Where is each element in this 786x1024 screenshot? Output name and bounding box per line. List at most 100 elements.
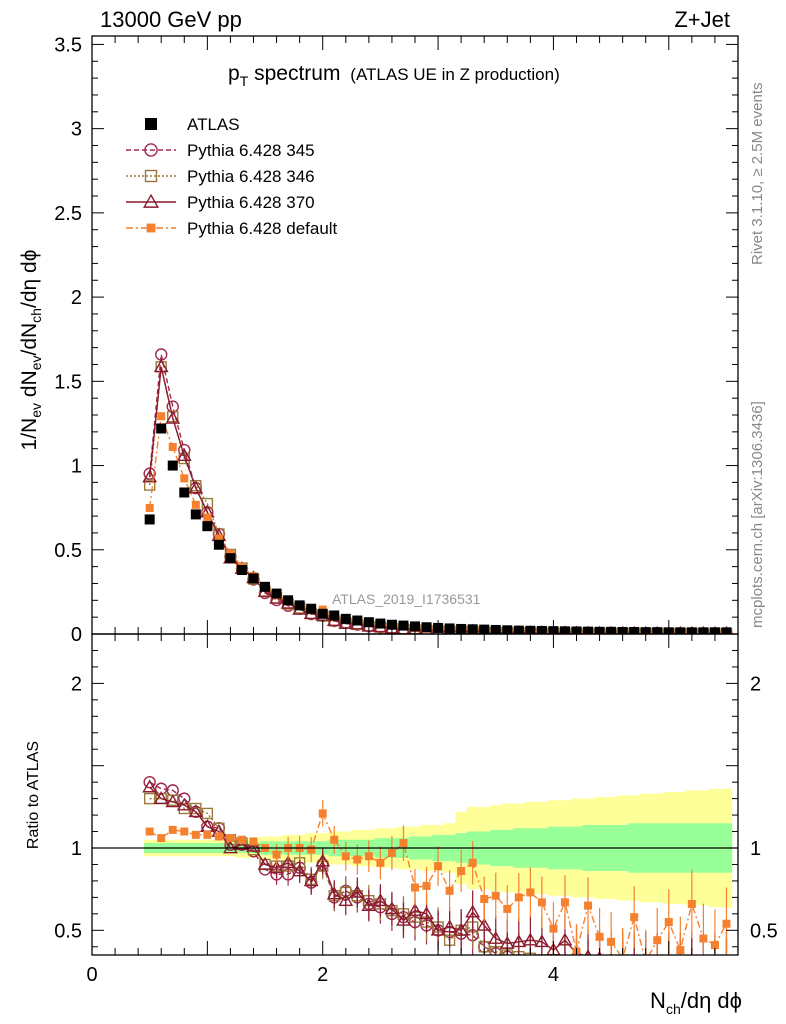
series-ratio-point bbox=[583, 962, 593, 972]
legend-label: Pythia 6.428 370 bbox=[187, 193, 315, 212]
title-rest: spectrum bbox=[248, 62, 340, 85]
series-ratio-point bbox=[653, 936, 662, 945]
series-ratio-point bbox=[607, 937, 616, 946]
y-tick-label: 2 bbox=[71, 287, 82, 309]
series-ratio-point bbox=[618, 965, 628, 975]
series-point bbox=[145, 503, 154, 512]
ratio-y-tick-label: 0.5 bbox=[54, 920, 82, 942]
atlas-point bbox=[513, 625, 524, 634]
series-ratio-point bbox=[687, 968, 697, 978]
series-ratio-point bbox=[721, 969, 732, 980]
atlas-point bbox=[248, 573, 259, 584]
atlas-point bbox=[398, 620, 409, 631]
series-ratio-point bbox=[617, 964, 628, 975]
series-ratio-point bbox=[476, 917, 492, 931]
atlas-point bbox=[536, 625, 547, 634]
series-ratio-point bbox=[445, 886, 454, 895]
series-ratio-point bbox=[536, 958, 547, 969]
series-ratio-point bbox=[606, 964, 617, 975]
series-ratio-point bbox=[534, 934, 550, 948]
ratio-y-tick-label-right: 2 bbox=[750, 673, 761, 695]
series-point bbox=[143, 479, 156, 491]
series-ratio-point bbox=[269, 860, 284, 874]
series-ratio-point bbox=[491, 891, 500, 900]
y-tick-label: 1 bbox=[71, 456, 82, 478]
series-ratio-point bbox=[430, 922, 446, 936]
series-point bbox=[176, 448, 192, 462]
atlas-point bbox=[144, 514, 155, 525]
series-ratio-point bbox=[537, 898, 546, 907]
series-ratio-point bbox=[457, 867, 466, 876]
series-ratio-point bbox=[674, 960, 686, 971]
atlas-point bbox=[652, 627, 663, 634]
ratio-panel: 0.5 0.5 1 1 2 2 0 2 4 bbox=[54, 633, 778, 986]
series-ratio-point bbox=[168, 825, 177, 834]
series-ratio-point bbox=[341, 852, 350, 861]
title-note: (ATLAS UE in Z production) bbox=[350, 65, 559, 84]
atlas-point bbox=[629, 626, 640, 634]
y-axis-label: 1/Nev dNev/dNch/dη dϕ bbox=[18, 250, 44, 451]
series-ratio-point bbox=[203, 830, 212, 839]
y-tick-label: 0.5 bbox=[54, 540, 82, 562]
atlas-point bbox=[213, 539, 224, 550]
series-ratio-point bbox=[434, 862, 443, 871]
atlas-point bbox=[410, 621, 420, 632]
series-ratio-point bbox=[326, 886, 342, 900]
plot-title: pT spectrum (ATLAS UE in Z production) bbox=[228, 62, 560, 89]
y-tick-label: 1.5 bbox=[54, 371, 82, 393]
series-ratio-point bbox=[560, 898, 569, 907]
series-ratio-point bbox=[710, 970, 720, 980]
series-ratio-point bbox=[583, 963, 594, 974]
legend-item: Pythia 6.428 345 bbox=[126, 141, 315, 160]
series-point bbox=[214, 534, 223, 543]
series-ratio-point bbox=[721, 970, 731, 980]
series-ratio-point bbox=[675, 968, 685, 978]
series-ratio-3 bbox=[145, 800, 731, 955]
source-label: mcplots.cern.ch [arXiv:1306.3436] bbox=[749, 401, 766, 628]
atlas-point bbox=[352, 615, 363, 626]
atlas-point bbox=[421, 622, 432, 633]
y-tick-label: 3 bbox=[71, 119, 82, 141]
series-ratio-point bbox=[698, 969, 709, 980]
atlas-point bbox=[156, 423, 167, 434]
atlas-point bbox=[283, 595, 294, 606]
series-ratio-point bbox=[687, 899, 696, 908]
series-ratio-point bbox=[709, 962, 721, 973]
series-ratio-point bbox=[514, 893, 523, 902]
series-ratio-point bbox=[572, 960, 582, 970]
atlas-point bbox=[167, 460, 178, 471]
series-ratio-point bbox=[606, 963, 616, 973]
series-ratio-point bbox=[249, 837, 258, 846]
atlas-point bbox=[340, 613, 351, 624]
series-ratio-point bbox=[699, 934, 708, 943]
x-tick-label: 4 bbox=[548, 964, 559, 986]
atlas-point bbox=[386, 619, 397, 630]
series-ratio-point bbox=[549, 924, 558, 933]
series-ratio-point bbox=[651, 959, 663, 970]
series-ratio-point bbox=[396, 912, 411, 926]
title-sub: T bbox=[240, 73, 249, 89]
legend-marker bbox=[142, 193, 160, 208]
series-point bbox=[165, 410, 181, 424]
series-ratio-point bbox=[453, 922, 469, 936]
series-ratio-point bbox=[525, 956, 536, 967]
series-ratio-point bbox=[387, 848, 396, 857]
atlas-point bbox=[271, 588, 282, 599]
series-ratio-point bbox=[560, 958, 570, 968]
series-ratio-point bbox=[686, 960, 698, 971]
atlas-point bbox=[721, 627, 732, 634]
x-axis-label: Nch/dη dϕ bbox=[650, 988, 742, 1017]
series-ratio-point bbox=[411, 883, 419, 892]
series-ratio-point bbox=[622, 953, 624, 955]
atlas-point bbox=[490, 624, 501, 634]
series-ratio-point bbox=[480, 895, 489, 904]
series-point bbox=[180, 474, 189, 483]
series-ratio-point bbox=[191, 830, 200, 839]
process-label: Z+Jet bbox=[674, 7, 730, 32]
series-point bbox=[191, 500, 200, 509]
atlas-point bbox=[236, 564, 247, 575]
series-ratio-point bbox=[559, 959, 570, 970]
energy-label: 13000 GeV pp bbox=[100, 7, 242, 32]
series-ratio-point bbox=[399, 839, 408, 848]
series-ratio-point bbox=[292, 863, 308, 877]
